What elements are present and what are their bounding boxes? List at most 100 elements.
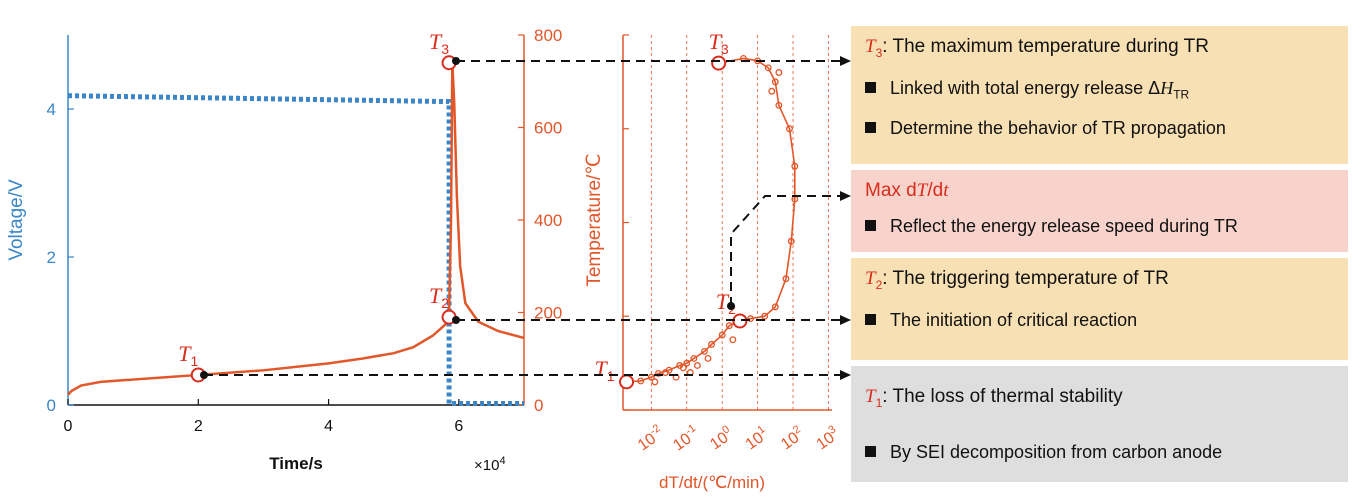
right-y-axis-label: Temperature/℃ (584, 153, 605, 286)
dot-t2 (452, 316, 460, 324)
rc-marker-label-t3: T3 (709, 29, 729, 57)
rc-data-point (771, 78, 779, 86)
rc-data-point (791, 162, 799, 170)
box-max-rate-head: Max dT/dt (865, 180, 949, 201)
connector-arrowheads (840, 56, 851, 380)
rc-data-point (654, 369, 662, 377)
rc-data-point (693, 362, 701, 369)
x-axis-label: Time/s (269, 454, 323, 473)
dot-t3 (452, 57, 460, 65)
bullet-square-icon (865, 122, 876, 134)
marker-label-t2: T2 (429, 283, 449, 311)
voltage-line (67, 93, 524, 407)
rc-marker-t1 (619, 374, 635, 390)
left-y-ticks: 0 2 4 (47, 100, 74, 415)
x-tick-label: 6 (454, 418, 463, 435)
rc-data-point (764, 64, 772, 72)
box-t3-sub: 3 (875, 45, 883, 60)
rc-data-point (787, 237, 795, 245)
bullet-square-icon (865, 220, 876, 231)
arrowhead-t3 (840, 56, 851, 66)
arrowhead-t2 (840, 315, 851, 325)
dot-max-rate (727, 302, 735, 310)
x-multiplier: ×104 (474, 455, 506, 474)
rc-data-point (679, 364, 687, 372)
rc-data-point (768, 87, 776, 95)
left-y-tick-label: 0 (47, 396, 56, 415)
temperature-line (67, 62, 525, 396)
markers: T1 T2 T3 (178, 29, 457, 383)
rc-data-point (701, 347, 708, 355)
rc-data-point (775, 101, 783, 109)
rc-x-axis-label: dT/dt/(℃/min) (659, 473, 765, 492)
rc-data-point (704, 354, 712, 362)
connector-max-rate (730, 195, 842, 306)
bullet-square-icon (865, 81, 876, 93)
rc-data-point (775, 69, 783, 76)
rc-data-point (725, 322, 733, 330)
rc-data-point (782, 275, 790, 283)
rc-x-tick-label: 10-2 (633, 422, 667, 454)
rc-data-point (683, 359, 691, 367)
rc-gridlines (650, 35, 829, 410)
rc-data-point (786, 125, 793, 133)
right-y-tick-label: 600 (534, 119, 562, 138)
rc-data-point (637, 377, 645, 385)
rc-data-point (651, 378, 659, 386)
rc-x-tick-label: 101 (741, 423, 772, 453)
bullet-square-icon (865, 313, 876, 325)
voltage-temperature-chart: 0 2 4 6 0 2 4 0 200 400 600 800 T1 T2 T3 Time/s ×10… (6, 26, 605, 474)
arrowhead-max-rate (840, 191, 851, 201)
series (67, 62, 525, 407)
marker-label-t1: T1 (178, 341, 198, 369)
rc-data-point (708, 340, 716, 348)
connectors (204, 60, 842, 376)
rc-marker-label-t1: T1 (595, 356, 615, 384)
left-y-tick-label: 2 (47, 248, 56, 267)
x-tick-label: 2 (194, 418, 203, 435)
rc-y-ticks (623, 34, 629, 411)
right-y-tick-label: 400 (534, 211, 562, 230)
left-y-tick-label: 4 (47, 100, 56, 119)
rc-data-point (718, 331, 726, 339)
box-t3-title: : The maximum temperature during TR (882, 36, 1209, 57)
box-t3-bullet-2: Determine the behavior of TR propagation (865, 116, 1334, 140)
rc-data-point (729, 336, 737, 344)
arrowhead-t1 (840, 370, 851, 380)
dot-t1 (200, 371, 208, 379)
rc-data-point (662, 369, 669, 376)
box-t3-head: T3: The maximum temperature during TR (865, 34, 1334, 66)
x-tick-label: 0 (64, 418, 73, 435)
left-y-axis-label: Voltage/V (6, 179, 27, 261)
box-t3-bullet-1: Linked with total energy release ΔHTR (865, 76, 1334, 107)
rc-trajectory-line (626, 57, 796, 383)
box-t3-symbol: T (865, 36, 876, 57)
rc-data-point (747, 315, 754, 323)
rc-x-tick-label: 100 (706, 423, 737, 453)
marker-label-t3: T3 (429, 29, 449, 57)
rc-series (623, 54, 799, 386)
right-y-tick-label: 200 (534, 304, 562, 323)
rc-data-point (690, 354, 698, 362)
box-t1-bullet-1: By SEI decomposition from carbon anode (865, 440, 1334, 464)
rc-x-tick-label: 102 (776, 423, 807, 453)
bullet-square-icon (865, 445, 876, 457)
rc-marker-t3 (711, 55, 727, 71)
box-t1-head: T1: The loss of thermal stability (865, 386, 1123, 410)
connector-dots (200, 57, 735, 379)
box-t2-head: T2: The triggering temperature of TR (865, 268, 1169, 292)
box-t2-bullet-1: The initiation of critical reaction (865, 308, 1334, 332)
x-ticks: 0 2 4 6 (64, 399, 463, 435)
right-y-tick-label: 800 (534, 26, 562, 45)
x-tick-label: 4 (324, 418, 333, 435)
box-max-rate-bullet-1: Reflect the energy release speed during … (865, 214, 1334, 238)
rc-x-tick-label: 10-1 (669, 422, 703, 454)
box-t3: T3: The maximum temperature during TR Li… (851, 26, 1348, 164)
box-max-rate: Max dT/dt Reflect the energy release spe… (851, 170, 1348, 252)
rc-data-point (771, 303, 779, 311)
box-t1: T1: The loss of thermal stability By SEI… (851, 366, 1348, 482)
rc-x-tick-label: 103 (812, 423, 843, 453)
